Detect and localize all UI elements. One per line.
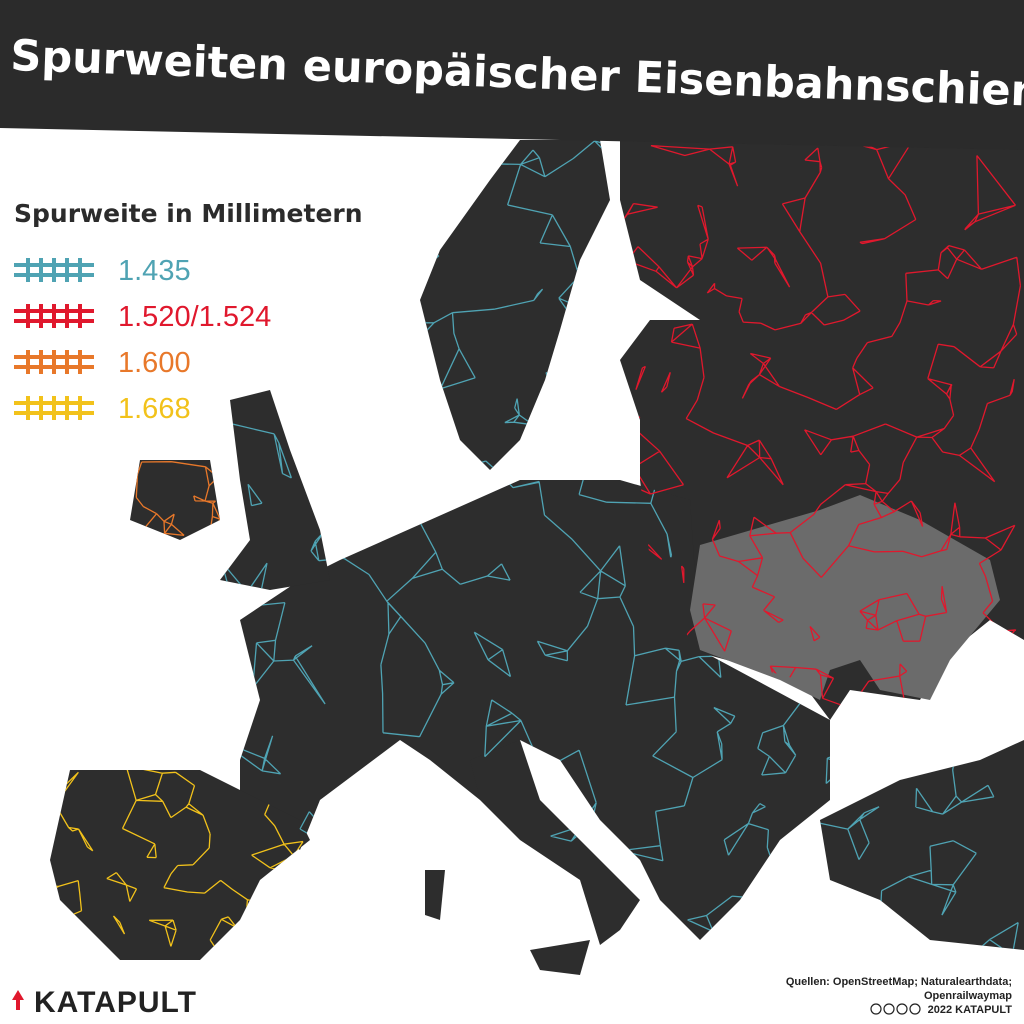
rail-lines bbox=[620, 140, 1024, 717]
legend-item: 1.668 bbox=[14, 393, 191, 425]
ukraine bbox=[690, 495, 1000, 700]
legend-item: 1.520/1.524 bbox=[14, 301, 271, 333]
rail-path bbox=[620, 140, 1024, 717]
legend-item: 1.600 bbox=[14, 347, 191, 379]
legend-label: 1.600 bbox=[118, 347, 191, 379]
sources: Quellen: OpenStreetMap; Naturalearthdata… bbox=[786, 976, 1012, 1016]
legend-title: Spurweite in Millimetern bbox=[14, 199, 363, 228]
legend-label: 1.435 bbox=[118, 255, 191, 287]
source-line: 2022 KATAPULT bbox=[928, 1004, 1013, 1016]
title-banner bbox=[0, 0, 1024, 150]
logo-icon bbox=[12, 990, 24, 1010]
source-line: Openrailwaymap bbox=[924, 990, 1012, 1002]
legend-item: 1.435 bbox=[14, 255, 191, 287]
legend-label: 1.520/1.524 bbox=[118, 301, 271, 333]
logo: KATAPULT bbox=[34, 986, 197, 1019]
source-line: Quellen: OpenStreetMap; Naturalearthdata… bbox=[786, 976, 1012, 988]
legend-label: 1.668 bbox=[118, 393, 191, 425]
legend: 1.435 1.520/1.524 1.600 1.668 bbox=[14, 255, 271, 425]
license-icons bbox=[870, 1003, 921, 1015]
